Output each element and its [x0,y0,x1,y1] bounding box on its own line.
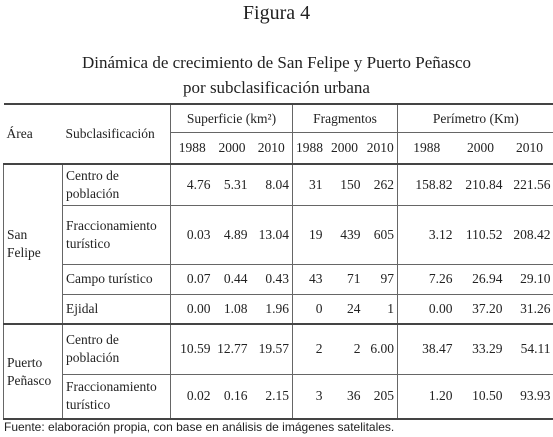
subclass-cell: Centro de población [62,163,171,205]
data-table: Área Subclasificación Superficie (km²) F… [3,103,553,420]
area-cell: Puerto Peñasco [3,323,63,419]
value-cell: 439 [325,204,364,264]
value-cell: 13.04 [250,204,293,264]
title-line: Dinámica de crecimiento de San Felipe y … [82,53,471,72]
value-cell: 31 [292,163,326,205]
table-row: Campo turístico 0.07 0.44 0.43 43 71 97 7.26 26.… [4,263,553,294]
value-cell: 605 [363,204,398,264]
value-cell: 7.26 [397,263,456,294]
value-cell: 37.20 [455,293,506,324]
source-note: Fuente: elaboración propia, con base en … [4,420,395,434]
value-cell: 1 [363,293,398,324]
value-cell: 71 [325,263,364,294]
value-cell: 221.56 [505,163,553,205]
value-cell: 158.82 [397,163,456,205]
value-cell: 210.84 [455,163,506,205]
year-header: 2010 [505,132,553,164]
value-cell: 4.76 [170,163,214,205]
subclass-cell: Campo turístico [62,263,171,294]
value-cell: 262 [363,163,398,205]
value-cell: 1.08 [213,293,251,324]
value-cell: 0 [292,293,326,324]
value-cell: 0.00 [170,293,214,324]
value-cell: 205 [363,373,398,419]
year-header: 1988 [170,132,214,164]
value-cell: 2 [325,323,364,374]
value-cell: 0.44 [213,263,251,294]
year-header: 2010 [363,132,398,164]
value-cell: 10.59 [170,323,214,374]
header-cell: Área [3,103,63,164]
value-cell: 0.43 [250,263,293,294]
value-cell: 1.20 [397,373,456,419]
value-cell: 150 [325,163,364,205]
table-row: San Felipe Centro de población 4.76 5.31 8.0… [3,163,553,324]
year-header: 2000 [213,132,251,164]
title: Dinámica de crecimiento de San Felipe y … [0,50,553,100]
area-cell: San Felipe [3,163,63,324]
value-cell: 12.77 [213,323,251,374]
value-cell: 4.89 [213,204,251,264]
header-cell: Superficie (km²) [169,103,293,133]
value-cell: 31.26 [505,293,553,324]
value-cell: 2.15 [250,373,293,419]
table-row: Fraccionamiento turístico 0.03 4.89 13.04 19… [4,204,553,264]
value-cell: 3.12 [397,204,456,264]
value-cell: 0.02 [170,373,214,419]
year-header: 1988 [397,132,456,164]
year-header: 2000 [455,132,506,164]
subclass-cell: Fraccionamiento turístico [62,373,171,419]
value-cell: 54.11 [505,323,553,374]
value-cell: 43 [292,263,326,294]
value-cell: 93.93 [505,373,553,419]
value-cell: 1.96 [250,293,293,324]
value-cell: 26.94 [455,263,506,294]
value-cell: 8.04 [250,163,293,205]
header-cell: Fragmentos [292,103,398,133]
value-cell: 208.42 [505,204,553,264]
header-cell: Subclasificación [62,103,171,164]
value-cell: 97 [363,263,398,294]
subclass-cell: Fraccionamiento turístico [62,204,171,264]
table-row: Ejidal 0.00 1.08 1.96 0 24 1 0.00 37.20 31.26 [4,293,553,324]
value-cell: 0.07 [170,263,214,294]
value-cell: 6.00 [363,323,398,374]
figure-label: Figura 4 [242,2,311,24]
subclass-cell: Centro de población [62,323,171,374]
table-row: Fraccionamiento turístico 0.02 0.16 2.15 3 36… [4,373,553,419]
value-cell: 38.47 [397,323,456,374]
value-cell: 36 [325,373,364,419]
value-cell: 0.00 [397,293,456,324]
subclass-cell: Ejidal [62,293,171,324]
value-cell: 33.29 [455,323,506,374]
value-cell: 0.03 [170,204,214,264]
title-line: por subclasificación urbana [183,78,370,97]
value-cell: 0.16 [213,373,251,419]
year-header: 2000 [325,132,364,164]
value-cell: 5.31 [213,163,251,205]
header-cell: Perímetro (Km) [397,103,553,133]
value-cell: 19.57 [250,323,293,374]
value-cell: 24 [325,293,364,324]
value-cell: 29.10 [505,263,553,294]
value-cell: 10.50 [455,373,506,419]
table-row: Puerto Peñasco Centro de población 10.59 12… [3,323,553,419]
year-header: 2010 [250,132,293,164]
value-cell: 2 [292,323,326,374]
year-header: 1988 [292,132,326,164]
value-cell: 3 [292,373,326,419]
value-cell: 110.52 [455,204,506,264]
value-cell: 19 [292,204,326,264]
